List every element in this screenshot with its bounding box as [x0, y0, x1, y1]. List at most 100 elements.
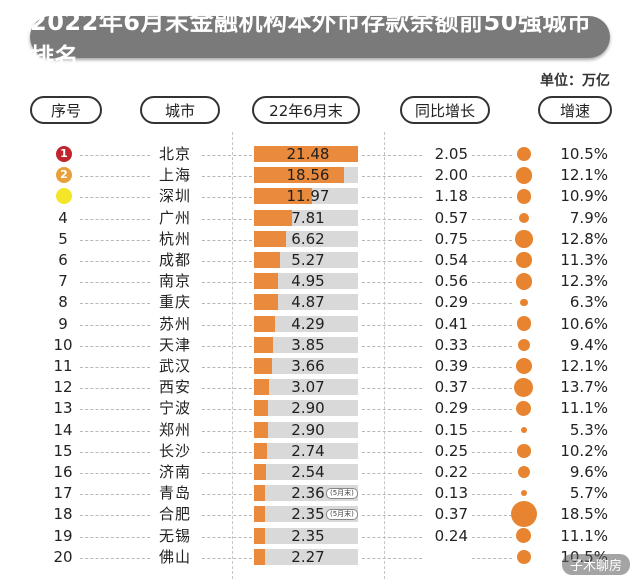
- growth-rate: 9.6%: [569, 463, 608, 481]
- column-divider: [384, 132, 385, 579]
- deposit-value: 2.54: [291, 463, 325, 481]
- value-bar: [254, 442, 268, 459]
- rank-number: 9: [58, 314, 68, 333]
- leader-line: [362, 261, 422, 262]
- leader-line: [202, 451, 252, 453]
- yoy-growth: [400, 546, 468, 568]
- yoy-growth: 0.56: [434, 272, 468, 291]
- deposit-value: 4.29: [291, 314, 325, 333]
- deposit-value: 3.85: [291, 335, 325, 354]
- value-bar: [254, 188, 312, 205]
- value-bar: [254, 358, 272, 374]
- leader-line: [362, 345, 422, 347]
- yoy-growth: 0.29: [434, 293, 468, 312]
- rate-bubble: [514, 377, 534, 397]
- value-bar: [254, 336, 273, 353]
- leader-line: [472, 430, 512, 432]
- growth-rate: 10.2%: [560, 441, 608, 460]
- deposit-value: 2.35: [291, 505, 325, 524]
- leader-line: [472, 536, 512, 538]
- leader-line: [80, 367, 150, 368]
- rank-number: 8: [58, 293, 68, 312]
- leader-line: [472, 282, 512, 284]
- value-bar-track: [254, 273, 358, 290]
- value-bar: [254, 230, 287, 247]
- value-bar: [254, 400, 268, 417]
- leader-line: [472, 473, 512, 474]
- leader-line: [80, 282, 150, 284]
- header-city: 城市: [140, 96, 220, 124]
- leader-line: [202, 494, 252, 496]
- city-name: 郑州: [158, 420, 191, 439]
- leader-line: [80, 261, 150, 262]
- deposit-value: 2.90: [291, 420, 325, 439]
- rank-number: 20: [53, 547, 73, 566]
- leader-line: [202, 345, 252, 347]
- yoy-growth: 0.37: [434, 378, 468, 397]
- deposit-value: 3.07: [291, 378, 325, 397]
- city-name: 北京: [158, 145, 191, 163]
- rate-bubble: [517, 338, 531, 351]
- value-bar: [254, 506, 266, 523]
- leader-line: [80, 218, 150, 220]
- leader-line: [362, 155, 422, 156]
- growth-rate: 12.8%: [560, 229, 608, 248]
- growth-rate: 13.7%: [560, 378, 608, 397]
- chart-title: 2022年6月末金融机构本外币存款余额前50强城市排名: [30, 8, 592, 71]
- growth-rate: 10.5%: [560, 145, 608, 163]
- yoy-growth: 2.05: [434, 145, 468, 163]
- deposit-value: 4.87: [291, 293, 325, 312]
- rank-number: 19: [53, 526, 73, 545]
- rank-number: 17: [53, 484, 73, 503]
- leader-line: [362, 409, 422, 411]
- rate-bubble: [515, 272, 533, 290]
- rank-number: 10: [53, 335, 73, 354]
- growth-rate: 11.1%: [560, 399, 608, 418]
- leader-line: [362, 473, 422, 474]
- value-bar: [254, 209, 292, 226]
- leader-line: [202, 557, 252, 559]
- growth-rate: 12.3%: [560, 272, 608, 291]
- leader-line: [80, 324, 150, 326]
- value-bar: [254, 315, 275, 332]
- rank-number: 11: [53, 357, 73, 375]
- value-bar: [254, 146, 358, 162]
- city-name: 合肥: [158, 505, 191, 524]
- rate-bubble: [516, 189, 532, 204]
- leader-line: [472, 388, 512, 390]
- leader-line: [472, 303, 512, 305]
- growth-rate: 7.9%: [569, 208, 608, 227]
- value-bar: [254, 167, 344, 184]
- deposit-value: 6.62: [291, 229, 325, 248]
- rate-bubble: [516, 252, 532, 268]
- deposit-value: 2.27: [291, 547, 325, 566]
- value-bar: [254, 548, 265, 565]
- leader-line: [80, 430, 150, 432]
- header-yoy: 同比增长: [400, 96, 490, 124]
- value-bar-track: [254, 400, 358, 417]
- leader-line: [362, 197, 422, 199]
- leader-line: [362, 367, 422, 368]
- city-name: 青岛: [158, 484, 191, 503]
- city-name: 天津: [158, 335, 191, 354]
- yoy-growth: 0.54: [434, 251, 468, 269]
- value-bar-track: [254, 315, 358, 332]
- leader-line: [362, 176, 422, 178]
- city-name: 武汉: [158, 357, 191, 375]
- rank-number: 16: [53, 463, 73, 481]
- deposit-value: 11.97: [286, 187, 330, 206]
- value-bar: [254, 421, 268, 438]
- leader-line: [362, 282, 422, 284]
- value-bar-track: [254, 464, 358, 480]
- rank-number: 12: [53, 378, 73, 397]
- value-bar: [254, 379, 269, 396]
- leader-line: [472, 176, 512, 178]
- deposit-value: 2.36: [291, 484, 325, 503]
- rate-bubble: [516, 549, 532, 564]
- deposit-value: 4.95: [291, 272, 325, 291]
- growth-rate: 10.9%: [560, 187, 608, 206]
- rate-bubble: [520, 489, 528, 497]
- yoy-growth: 0.33: [434, 335, 468, 354]
- leader-line: [362, 430, 422, 432]
- yoy-growth: 0.29: [434, 399, 468, 418]
